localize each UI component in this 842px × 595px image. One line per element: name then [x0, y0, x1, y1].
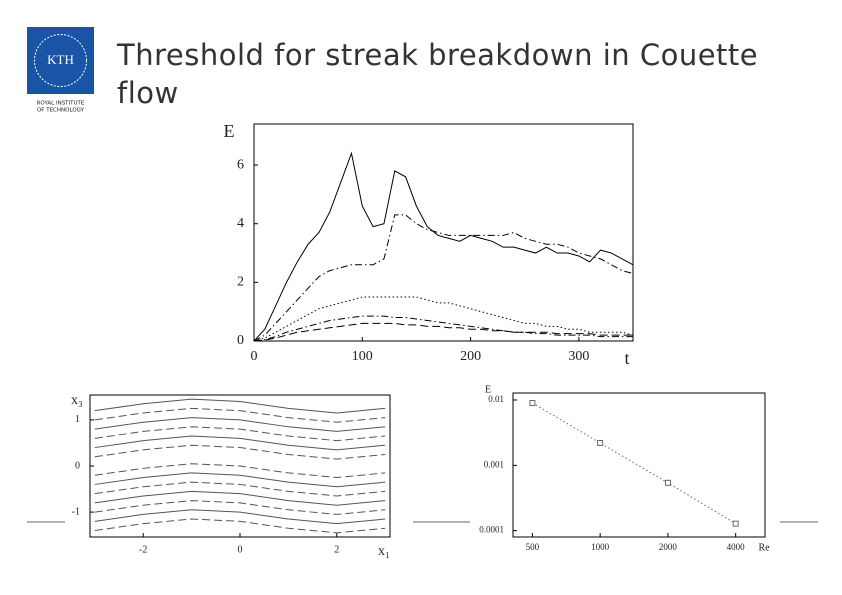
x-tick-label: 0	[251, 349, 258, 364]
data-line	[94, 481, 386, 497]
plot-frame	[253, 123, 634, 342]
fit-line	[532, 402, 736, 525]
y-tick-label: 2	[237, 275, 244, 290]
y-tick-label: 0	[237, 333, 244, 348]
logo-box	[27, 27, 94, 94]
plot-frame	[512, 392, 766, 538]
data-line	[94, 444, 386, 460]
y-tick-label: 0.001	[484, 459, 504, 469]
data-line	[94, 500, 386, 515]
data-point	[597, 439, 604, 446]
data-line	[254, 322, 633, 341]
y-tick-label: 0	[75, 460, 80, 471]
x-tick-label: 4000	[727, 542, 746, 552]
y-axis-label: x₃	[71, 393, 83, 408]
y-tick-label: 0.0001	[479, 525, 504, 535]
x-tick-label: 1000	[591, 542, 610, 552]
x-axis-label: Re	[758, 542, 770, 553]
logo: KTH ROYAL INSTITUTE OF TECHNOLOGY	[27, 27, 94, 114]
data-point	[529, 399, 536, 406]
data-line	[254, 315, 633, 341]
data-line	[94, 417, 386, 432]
y-tick-label: 1	[75, 414, 80, 425]
data-line	[94, 509, 386, 525]
y-tick-label: -1	[72, 506, 80, 517]
logo-caption: OF TECHNOLOGY	[37, 108, 85, 114]
y-axis-label: E	[485, 384, 491, 395]
data-line	[94, 435, 386, 451]
x-tick-label: 2000	[659, 542, 678, 552]
data-line	[94, 407, 386, 423]
data-line	[94, 518, 386, 534]
data-line	[94, 463, 386, 479]
data-line	[254, 214, 633, 341]
chart: -2 0 2 -1 0 1 x₁ x₃	[71, 393, 391, 559]
x-tick-label: 0	[238, 544, 243, 555]
chart: 0 100 200 300 0 2 4 6 t E	[224, 121, 634, 368]
x-tick-label: -2	[139, 544, 147, 555]
slide-title: Threshold for streak breakdown in Couett…	[117, 38, 759, 110]
data-line	[94, 398, 386, 414]
x-tick-label: 500	[526, 542, 540, 552]
logo-caption: ROYAL INSTITUTE	[37, 101, 85, 107]
x-axis-label: x₁	[378, 544, 390, 559]
logo-name: KTH	[47, 52, 74, 67]
y-axis-label: E	[224, 121, 235, 141]
data-line	[94, 426, 386, 442]
data-line	[254, 296, 633, 341]
x-tick-label: 300	[568, 349, 589, 364]
x-tick-label: 100	[352, 349, 373, 364]
data-line	[94, 490, 386, 506]
y-tick-label: 6	[237, 157, 244, 172]
data-line	[94, 472, 386, 488]
x-tick-label: 200	[460, 349, 481, 364]
x-axis-label: t	[624, 348, 629, 368]
x-tick-label: 2	[334, 544, 339, 555]
y-tick-label: 0.01	[488, 394, 504, 404]
data-line	[254, 151, 633, 341]
y-tick-label: 4	[237, 216, 244, 231]
data-point	[732, 520, 739, 527]
data-point	[664, 479, 671, 486]
chart: 500 1000 2000 4000 0.0001 0.001 0.01 Re E	[479, 384, 770, 553]
logo-ring	[34, 34, 87, 87]
